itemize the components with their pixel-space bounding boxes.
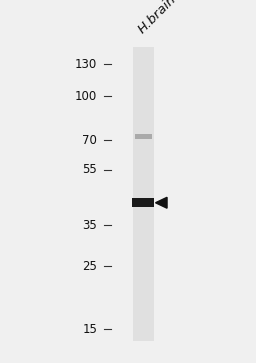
Bar — [133, 198, 154, 207]
Text: 100: 100 — [75, 90, 97, 103]
Text: H.brain: H.brain — [135, 0, 179, 36]
Text: 35: 35 — [82, 219, 97, 232]
Bar — [135, 134, 152, 139]
Text: 15: 15 — [82, 323, 97, 335]
Text: 130: 130 — [75, 58, 97, 71]
Bar — [133, 47, 154, 341]
Text: 70: 70 — [82, 134, 97, 147]
Text: 25: 25 — [82, 260, 97, 273]
Polygon shape — [156, 197, 167, 208]
Text: 55: 55 — [82, 163, 97, 176]
